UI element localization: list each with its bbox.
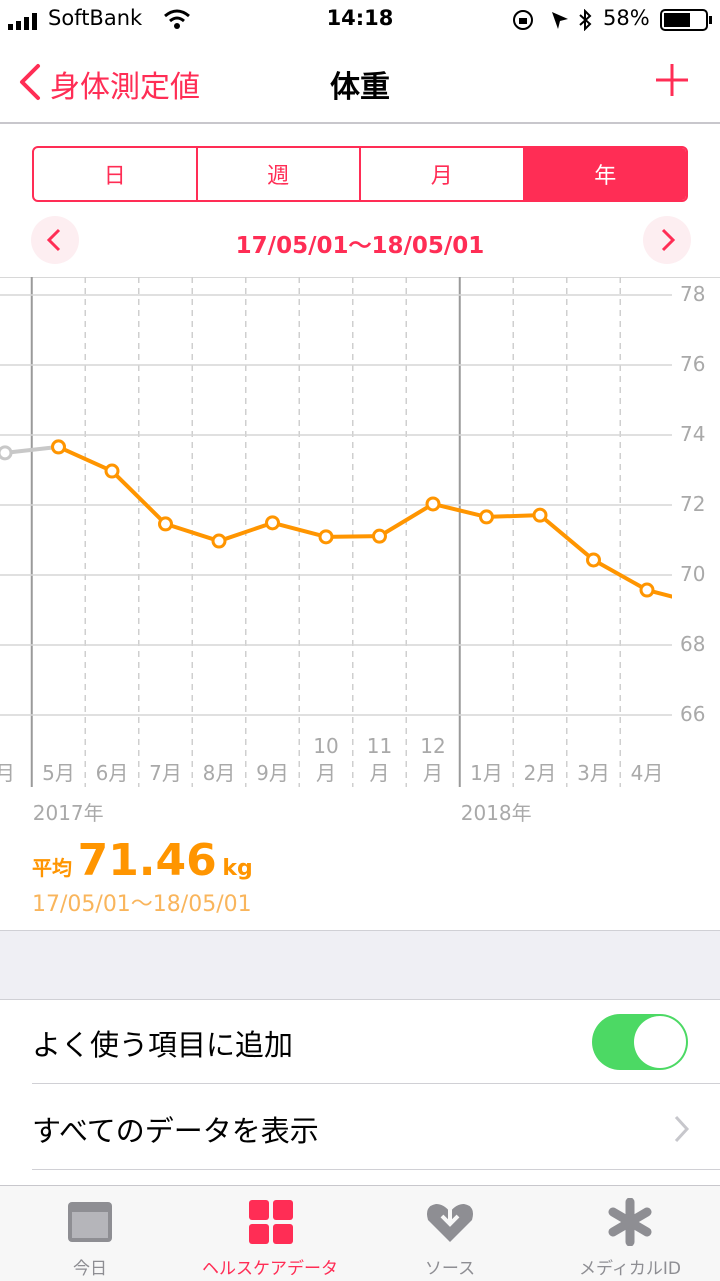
y-tick-label: 72	[680, 492, 706, 516]
data-point	[51, 439, 66, 455]
wifi-icon	[164, 9, 190, 29]
x-tick-label: 6月	[95, 761, 129, 785]
nav-title: 体重	[330, 70, 390, 105]
data-point	[425, 496, 441, 512]
data-point	[639, 582, 655, 598]
data-point	[318, 529, 334, 545]
list-row[interactable]: よく使う項目に追加	[32, 1028, 294, 1062]
next-button[interactable]	[642, 215, 692, 265]
battery-icon	[660, 9, 712, 31]
tab-label[interactable]: ヘルスケアデータ	[202, 1259, 338, 1279]
prev-button[interactable]	[30, 215, 80, 265]
data-point	[104, 463, 120, 479]
summary-label: 平均	[32, 856, 72, 880]
x-tick-label: 4月	[630, 761, 664, 785]
year-label: 2017年	[32, 801, 104, 825]
x-tick-label: 7月	[149, 761, 182, 785]
data-point	[532, 507, 548, 523]
series-line	[57, 445, 672, 599]
x-tick-label: 9月	[256, 761, 289, 785]
y-tick-label: 78	[680, 282, 706, 306]
data-point	[479, 509, 494, 525]
x-tick-label: 1月	[470, 761, 503, 785]
clock: 14:18	[326, 6, 394, 30]
segment[interactable]: 年	[522, 148, 686, 200]
tab-icon-today[interactable]	[66, 1198, 114, 1246]
summary: 平均 71.46 kg	[32, 835, 253, 886]
y-tick-label: 70	[680, 562, 706, 586]
segmented-control: 日 週月年	[32, 146, 688, 202]
x-tick-label: 5月	[42, 761, 75, 785]
signal-icon	[8, 13, 37, 30]
data-point	[265, 515, 280, 531]
y-tick-label: 74	[680, 422, 706, 446]
y-tick-label: 68	[680, 632, 706, 656]
plot-area	[0, 439, 707, 610]
data-point	[586, 552, 601, 568]
tab-label[interactable]: 今日	[73, 1259, 107, 1279]
status-icons	[513, 9, 592, 31]
y-tick-label: 66	[680, 702, 706, 726]
back-icon[interactable]	[16, 62, 46, 102]
segment[interactable]: 週	[195, 148, 360, 200]
data-point	[211, 533, 227, 549]
data-point	[372, 528, 387, 544]
toggle[interactable]	[590, 1012, 690, 1072]
summary-range: 17/05/01〜18/05/01	[32, 892, 252, 917]
date-range: 17/05/01〜18/05/01	[235, 233, 485, 259]
y-tick-label: 76	[680, 352, 706, 376]
data-point	[158, 516, 173, 532]
separator	[32, 1169, 720, 1170]
x-tick-label: 2月	[523, 761, 557, 785]
chart-plot	[0, 277, 720, 787]
tab-label[interactable]: ソース	[424, 1259, 476, 1279]
tab-icon-data[interactable]	[247, 1198, 295, 1246]
x-tick-label: 月	[0, 761, 15, 785]
x-tick-label: 8月	[202, 761, 236, 785]
chevron	[674, 1115, 690, 1143]
add-button[interactable]	[654, 62, 690, 98]
section-gap	[0, 930, 720, 1000]
summary-value: 71.46	[77, 835, 217, 886]
year-label: 2018年	[460, 801, 532, 825]
x-tick-label: 12月	[420, 734, 446, 785]
x-tick-label: 11月	[366, 734, 393, 785]
x-tick-label: 3月	[577, 761, 610, 785]
segment[interactable]: 月	[359, 148, 523, 200]
carrier: SoftBank	[48, 6, 143, 30]
x-tick-label: 10月	[313, 734, 339, 785]
battery-text: 58%	[603, 6, 650, 30]
tab-icon-sources[interactable]	[424, 1196, 476, 1246]
tab-label[interactable]: メディカルID	[579, 1259, 681, 1279]
chart: 66 68 70 72 74 76 78 月 5月 6月 7月 8月 9月 10月 11月 12月 1月 2月 3月…	[0, 277, 720, 837]
back-button[interactable]: 身体測定値	[50, 70, 200, 105]
data-point	[0, 445, 13, 461]
tab-icon-medical[interactable]	[606, 1198, 654, 1246]
tab-bar	[0, 1185, 720, 1281]
series-line	[4, 444, 59, 455]
segment[interactable]: 日	[103, 164, 126, 189]
separator	[32, 1083, 720, 1084]
summary-unit: kg	[222, 856, 253, 881]
data-point	[695, 598, 707, 610]
nav-border	[0, 122, 720, 124]
list-row[interactable]: すべてのデータを表示	[32, 1114, 319, 1148]
